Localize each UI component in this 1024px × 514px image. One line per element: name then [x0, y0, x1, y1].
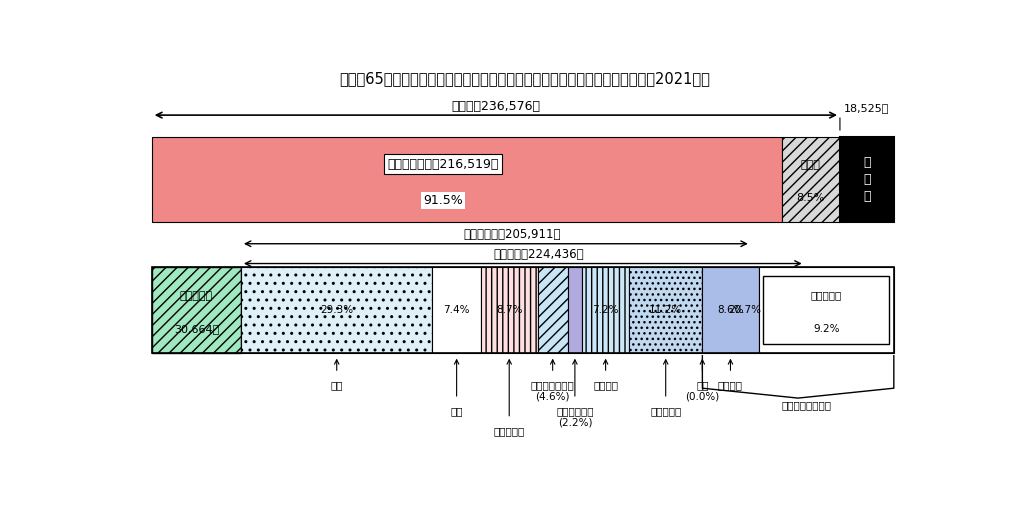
Text: 家具・家事用品
(4.6%): 家具・家事用品 (4.6%) [530, 380, 574, 402]
Text: 8.6%: 8.6% [717, 305, 743, 315]
Bar [152, 137, 781, 222]
Text: 光熱・水道: 光熱・水道 [494, 426, 525, 436]
Text: 図１　65歳以上の夫婦のみの無職世帯（夫婦高齢者無職世帯）の家計収支　－2021年－: 図１ 65歳以上の夫婦のみの無職世帯（夫婦高齢者無職世帯）の家計収支 －2021… [339, 71, 711, 86]
Text: 被服及び履物
(2.2%): 被服及び履物 (2.2%) [556, 406, 594, 428]
Text: 20.7%: 20.7% [728, 305, 761, 315]
Text: 教育
(0.0%): 教育 (0.0%) [685, 380, 720, 402]
Bar [702, 267, 759, 353]
Text: 消費支出　224,436円: 消費支出 224,436円 [494, 248, 584, 261]
Bar [152, 267, 241, 353]
Text: 18,525円: 18,525円 [844, 103, 890, 113]
Text: 91.5%: 91.5% [423, 194, 463, 207]
Text: 30,664円: 30,664円 [174, 324, 219, 334]
Bar [759, 267, 894, 353]
Bar [538, 267, 567, 353]
Bar [152, 267, 894, 353]
Text: 非消費支出: 非消費支出 [180, 290, 213, 301]
Text: 8.7%: 8.7% [496, 305, 522, 315]
Text: その他: その他 [801, 160, 820, 170]
Bar [629, 267, 702, 353]
Text: 9.2%: 9.2% [813, 324, 840, 334]
Text: 7.2%: 7.2% [592, 305, 618, 315]
Text: 交通・通信: 交通・通信 [650, 406, 681, 416]
Bar [763, 276, 889, 344]
Text: 7.4%: 7.4% [443, 305, 470, 315]
Text: 可処分所得　205,911円: 可処分所得 205,911円 [463, 228, 560, 242]
Text: 不
足
分: 不 足 分 [863, 156, 870, 203]
Bar [781, 137, 840, 222]
Bar [432, 267, 481, 353]
Bar [840, 137, 894, 222]
Text: その他の消費支出: その他の消費支出 [781, 400, 831, 410]
Text: うち交際費: うち交際費 [811, 290, 842, 301]
Bar [582, 267, 629, 353]
Text: 食料: 食料 [331, 380, 343, 390]
Bar [481, 267, 538, 353]
Text: 保健医療: 保健医療 [593, 380, 618, 390]
Text: 教養娯楽: 教養娯楽 [718, 380, 743, 390]
Text: 11.2%: 11.2% [649, 305, 682, 315]
Bar [567, 267, 582, 353]
Bar [241, 267, 432, 353]
Text: 社会保障給付　216,519円: 社会保障給付 216,519円 [387, 158, 499, 171]
Text: 8.5%: 8.5% [797, 193, 825, 203]
Text: 29.3%: 29.3% [321, 305, 353, 315]
Text: 実収入　236,576円: 実収入 236,576円 [452, 100, 541, 113]
Text: 住居: 住居 [451, 406, 463, 416]
